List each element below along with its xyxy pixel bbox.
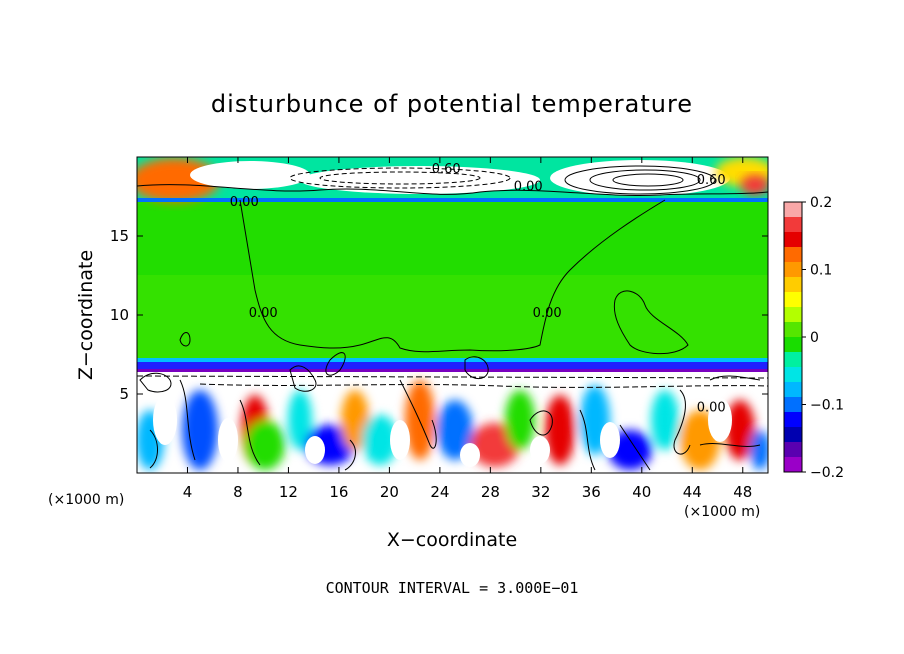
contour-small-left bbox=[179, 332, 191, 347]
contour-top-ring-1 bbox=[564, 165, 716, 195]
x-tick-label: 20 bbox=[380, 483, 399, 501]
colorbar-ticks: 0.2 0.1 0 −0.1 −0.2 bbox=[802, 195, 844, 481]
colorbar-swatch bbox=[784, 232, 802, 248]
contour-label: 0.00 bbox=[533, 306, 562, 321]
colorbar-swatch bbox=[784, 307, 802, 323]
field-top-blue-strip bbox=[137, 198, 768, 202]
colorbar bbox=[783, 201, 803, 473]
x-axis-label: X−coordinate bbox=[387, 529, 517, 551]
colorbar-swatch bbox=[784, 202, 802, 218]
x-tick-label: 32 bbox=[531, 483, 550, 501]
field-top-white-left bbox=[190, 161, 310, 189]
contour-label: 0.00 bbox=[514, 179, 543, 194]
contour-label: 0.60 bbox=[432, 162, 461, 177]
contour-top-zero bbox=[137, 184, 768, 196]
field-cold-band bbox=[137, 358, 768, 364]
colorbar-tick-label: −0.1 bbox=[810, 398, 844, 414]
colorbar-tick-label: 0 bbox=[810, 330, 819, 346]
field-top-white-mid bbox=[300, 166, 540, 194]
colorbar-swatch bbox=[784, 412, 802, 428]
x-tick-label: 24 bbox=[430, 483, 449, 501]
colorbar-tick-label: 0.2 bbox=[810, 195, 832, 211]
contour-lower-set bbox=[139, 352, 761, 471]
x-tick-label: 28 bbox=[481, 483, 500, 501]
y-axis-ticks: 5 10 15 bbox=[110, 227, 768, 403]
contour-label: 0.00 bbox=[230, 195, 259, 210]
contour-top-ring-2 bbox=[589, 169, 701, 191]
contour-zero-island bbox=[613, 290, 689, 355]
y-axis-label: Z−coordinate bbox=[75, 250, 97, 380]
y-tick-label: 5 bbox=[119, 385, 129, 403]
colorbar-swatch bbox=[784, 457, 802, 473]
contour-labels: 0.60 0.60 0.00 0.00 0.00 0.00 0.00 bbox=[230, 162, 726, 416]
contour-zero-mid bbox=[239, 199, 666, 353]
y-tick-label: 15 bbox=[110, 227, 129, 245]
colorbar-swatch bbox=[784, 337, 802, 353]
contour-label: 0.60 bbox=[697, 173, 726, 188]
colorbar-swatch bbox=[784, 442, 802, 458]
field-lower-blobs bbox=[137, 380, 768, 470]
contour-lines bbox=[137, 165, 768, 471]
contour-dashed-tropo-2 bbox=[199, 383, 768, 388]
x-tick-label: 48 bbox=[733, 483, 752, 501]
x-unit-right: (×1000 m) bbox=[684, 504, 760, 520]
field-top-red-right bbox=[741, 175, 768, 195]
x-tick-label: 36 bbox=[582, 483, 601, 501]
colorbar-swatch bbox=[784, 277, 802, 293]
y-tick-label: 10 bbox=[110, 306, 129, 324]
contour-label: 0.00 bbox=[249, 306, 278, 321]
contour-top-dashed-1 bbox=[289, 167, 511, 189]
x-tick-label: 8 bbox=[233, 483, 243, 501]
contour-top-ring-3 bbox=[612, 173, 684, 187]
contour-label: 0.00 bbox=[697, 401, 726, 416]
x-axis-ticks: 4 8 12 16 20 24 28 32 36 40 44 48 bbox=[183, 157, 752, 501]
x-unit-left: (×1000 m) bbox=[48, 492, 124, 508]
contour-interval-note: CONTOUR INTERVAL = 3.000E−01 bbox=[326, 579, 579, 597]
colorbar-swatch bbox=[784, 247, 802, 263]
heatmap-field bbox=[137, 157, 768, 473]
x-tick-label: 12 bbox=[279, 483, 298, 501]
contour-dashed-tropo-1 bbox=[137, 375, 768, 379]
colorbar-swatch bbox=[784, 367, 802, 383]
colorbar-swatch bbox=[784, 397, 802, 413]
x-tick-label: 40 bbox=[632, 483, 651, 501]
chart-title: disturbunce of potential temperature bbox=[211, 90, 693, 118]
colorbar-swatch bbox=[784, 292, 802, 308]
x-tick-label: 4 bbox=[183, 483, 193, 501]
colorbar-swatch bbox=[784, 352, 802, 368]
colorbar-tick-label: 0.1 bbox=[810, 263, 832, 279]
x-tick-label: 16 bbox=[329, 483, 348, 501]
colorbar-tick-label: −0.2 bbox=[810, 465, 844, 481]
colorbar-swatch bbox=[784, 382, 802, 398]
x-tick-label: 44 bbox=[683, 483, 702, 501]
field-lower-white-holes bbox=[153, 395, 732, 467]
colorbar-swatch bbox=[784, 262, 802, 278]
field-cold-band-core bbox=[137, 362, 768, 370]
colorbar-swatch bbox=[784, 427, 802, 443]
contour-top-dashed-2 bbox=[319, 171, 481, 185]
field-cold-band-edge bbox=[137, 369, 768, 372]
colorbar-swatch bbox=[784, 322, 802, 338]
colorbar-swatch bbox=[784, 217, 802, 233]
field-lower-green bbox=[137, 275, 768, 360]
